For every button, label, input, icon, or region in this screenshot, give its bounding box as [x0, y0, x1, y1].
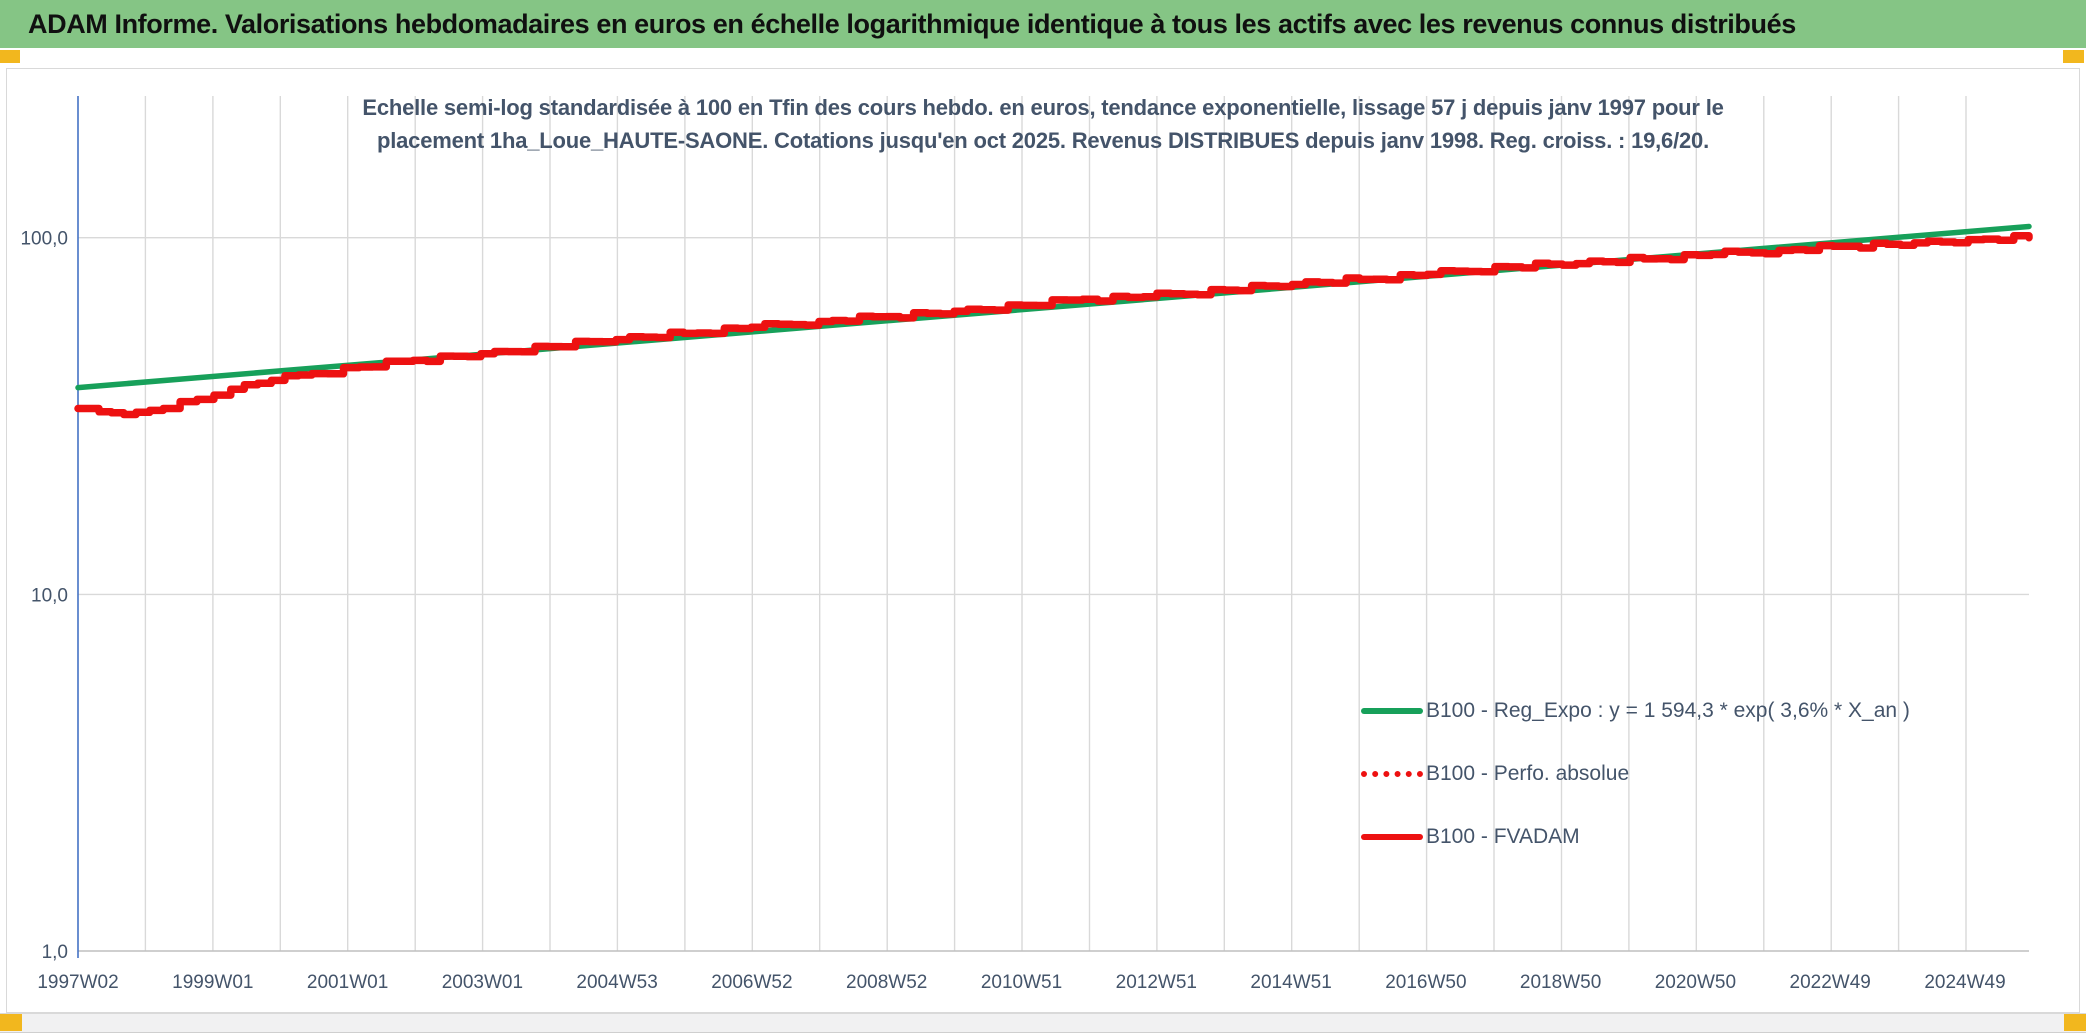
resize-handle-bottom-right[interactable]: [2064, 1014, 2086, 1031]
chart-plot-area: 100,0 10,0 1,0 1997W02 1999W01 2001W01 2003W01…: [20, 96, 2033, 993]
fvadam-line-swatch-icon: [1361, 833, 1423, 840]
x-tick-label: 2018W50: [1520, 972, 1601, 993]
bottom-strip: [0, 1013, 2086, 1033]
y-tick-label: 1,0: [42, 942, 68, 963]
x-tick-label: 2024W49: [1924, 972, 2005, 993]
x-tick-label: 2014W51: [1250, 972, 1331, 993]
perfo-absolue-dotted-swatch-icon: [1361, 770, 1423, 777]
series-perfo-absolue-line[interactable]: [75, 232, 2032, 418]
banner: ADAM Informe. Valorisations hebdomadaire…: [0, 0, 2086, 48]
resize-handle-top-left[interactable]: [0, 50, 20, 63]
x-tick-label: 2001W01: [307, 972, 388, 993]
x-tick-label: 1999W01: [172, 972, 253, 993]
banner-title: ADAM Informe. Valorisations hebdomadaire…: [28, 8, 1796, 39]
x-tick-label: 2003W01: [442, 972, 523, 993]
x-tick-label: 2006W52: [711, 972, 792, 993]
legend-item-fvadam[interactable]: B100 - FVADAM: [1361, 805, 1910, 868]
x-tick-label: 1997W02: [37, 972, 118, 993]
x-tick-label: 2020W50: [1655, 972, 1736, 993]
legend-item-perfo-absolue[interactable]: B100 - Perfo. absolue: [1361, 742, 1910, 805]
x-tick-label: 2012W51: [1116, 972, 1197, 993]
series-fvadam-line[interactable]: [74, 232, 2033, 419]
resize-handle-top-right[interactable]: [2063, 50, 2084, 63]
x-tick-label: 2004W53: [576, 972, 657, 993]
y-tick-label: 10,0: [31, 585, 68, 606]
x-tick-label: 2010W51: [981, 972, 1062, 993]
chart-frame[interactable]: 100,0 10,0 1,0 1997W02 1999W01 2001W01 2003W01…: [6, 68, 2080, 1013]
y-tick-label: 100,0: [20, 229, 68, 250]
x-tick-label: 2016W50: [1385, 972, 1466, 993]
legend-label: B100 - FVADAM: [1426, 824, 1580, 848]
legend: B100 - Reg_Expo : y = 1 594,3 * exp( 3,6…: [1361, 679, 1910, 868]
legend-label: B100 - Perfo. absolue: [1426, 761, 1630, 785]
legend-label: B100 - Reg_Expo : y = 1 594,3 * exp( 3,6…: [1426, 698, 1910, 722]
resize-handle-bottom-left[interactable]: [0, 1014, 22, 1031]
legend-item-reg-expo[interactable]: B100 - Reg_Expo : y = 1 594,3 * exp( 3,6…: [1361, 679, 1910, 742]
x-tick-label: 2022W49: [1790, 972, 1871, 993]
reg-expo-line-swatch-icon: [1361, 707, 1423, 714]
x-tick-label: 2008W52: [846, 972, 927, 993]
